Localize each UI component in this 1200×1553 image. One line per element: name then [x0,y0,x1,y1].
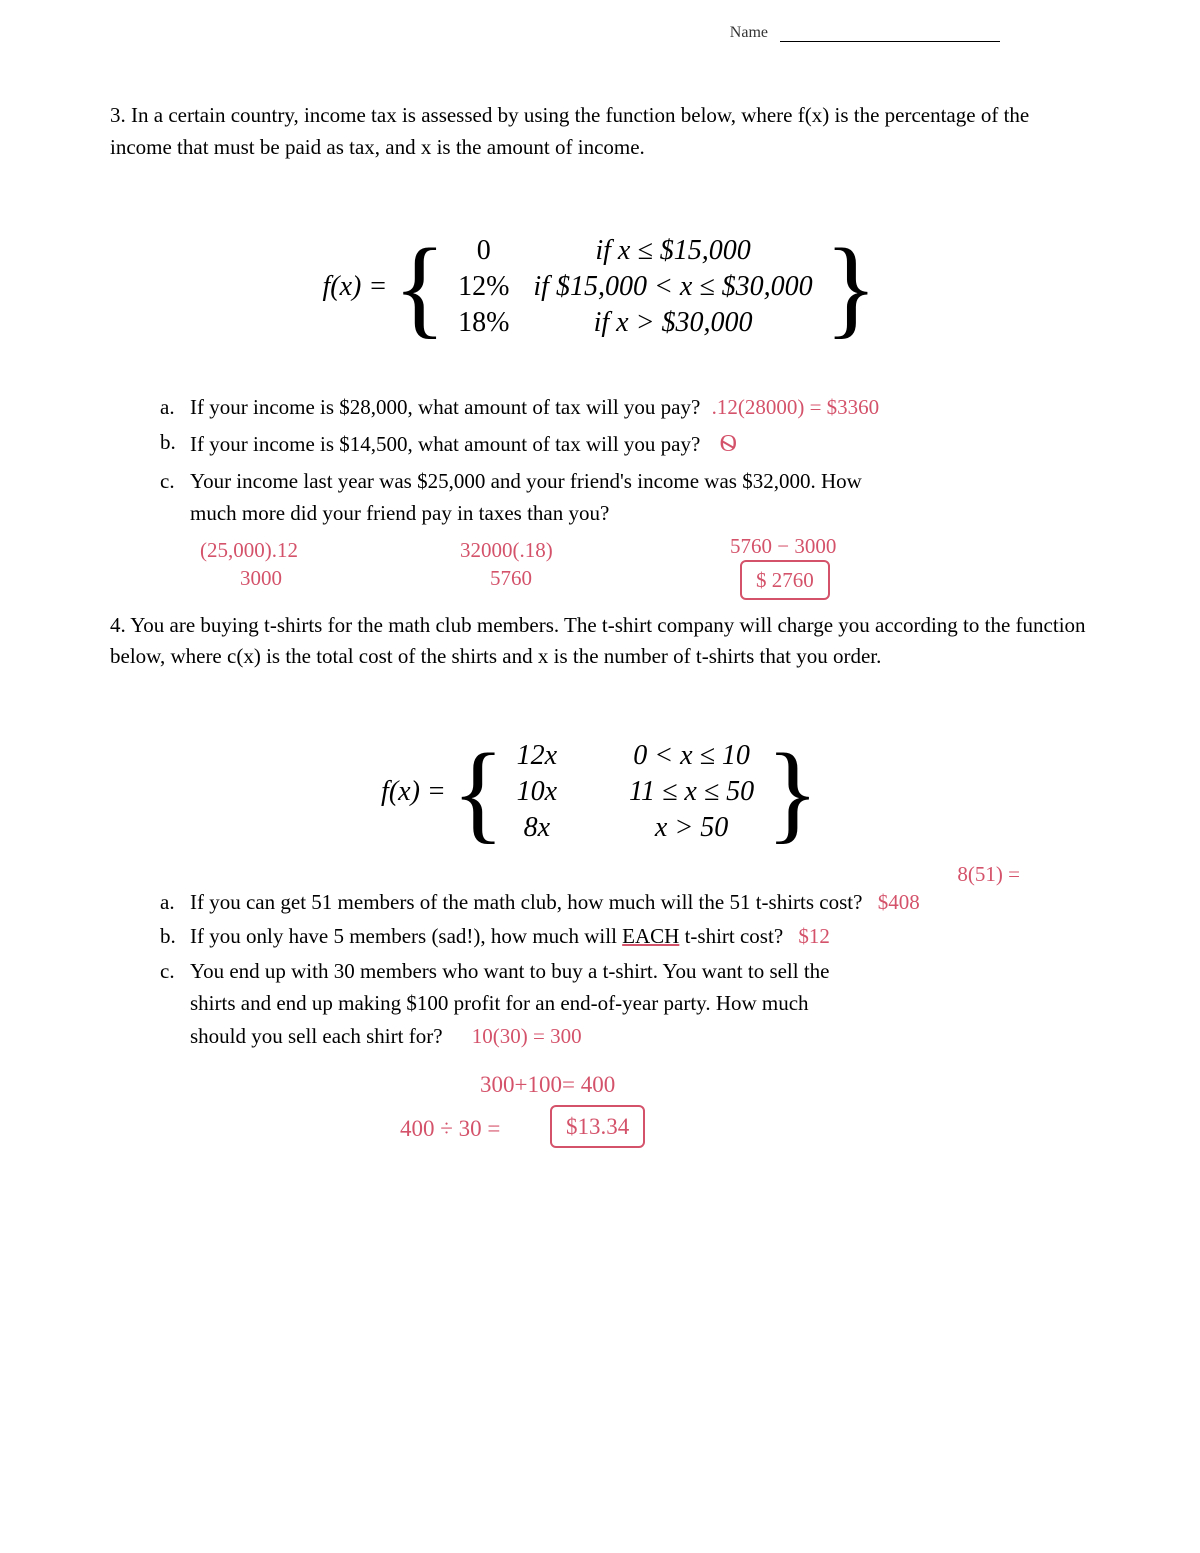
q4b-text-pre: If you only have 5 members (sad!), how m… [190,924,622,948]
q3c-work-l2: 3000 [240,562,282,595]
q3-lhs: f(x) = [323,271,388,303]
q4-sublist: 8(51) = a. If you can get 51 members of … [160,886,1090,1173]
q4-lhs: f(x) = [381,776,446,808]
q4-intro: 4. You are buying t-shirts for the math … [110,610,1090,673]
q4c-work3l: 400 ÷ 30 = [400,1111,500,1147]
name-label: Name [730,24,768,41]
q3a-work: .12(28000) = $3360 [712,395,880,419]
q4-intro-text: You are buying t-shirts for the math clu… [110,613,1086,669]
q3c-work-r1: 5760 − 3000 [730,530,836,563]
q3-case-cond: if $15,000 < x ≤ $30,000 [521,269,824,305]
q4c-text1: You end up with 30 members who want to b… [190,959,830,983]
q3a-text: If your income is $28,000, what amount o… [190,395,700,419]
q3c-text2: much more did your friend pay in taxes t… [190,501,609,525]
q3c-work-m2: 5760 [490,562,532,595]
q4b-each: EACH [622,924,679,948]
q3-case-val: 18% [446,305,521,341]
q3-number: 3. [110,103,126,127]
q4a-text: If you can get 51 members of the math cl… [190,890,862,914]
q4b-marker: b. [160,920,190,953]
q4a-work: $408 [878,890,920,914]
name-field: Name [730,24,1000,42]
q3-sublist: a. If your income is $28,000, what amoun… [160,391,1090,600]
q4b-text-post: t-shirt cost? [679,924,783,948]
q4c-text3: should you sell each shirt for? [190,1024,443,1048]
q3-cases-table: 0if x ≤ $15,000 12%if $15,000 < x ≤ $30,… [446,233,825,341]
q4c-text2: shirts and end up making $100 profit for… [190,991,809,1015]
q4b-work: $12 [798,924,830,948]
q3a-marker: a. [160,391,190,424]
q4-case-cond: 0 < x ≤ 10 [569,738,766,774]
q3c-text1: Your income last year was $25,000 and yo… [190,469,862,493]
q4-case-val: 10x [505,774,569,810]
q4-case-val: 12x [505,738,569,774]
q4c-marker: c. [160,955,190,988]
q3b-text: If your income is $14,500, what amount o… [190,432,700,456]
q3c-marker: c. [160,465,190,498]
q4-formula: f(x) = { 12x0 < x ≤ 10 10x11 ≤ x ≤ 50 8x… [110,738,1090,846]
q4-case-cond: 11 ≤ x ≤ 50 [569,774,766,810]
q4c-answer-box: $13.34 [550,1105,645,1149]
q3-intro: 3. In a certain country, income tax is a… [110,100,1090,163]
q3-case-cond: if x ≤ $15,000 [521,233,824,269]
q3b-marker: b. [160,426,190,459]
left-brace-icon: { [393,254,446,320]
q3c-answer-box: $ 2760 [740,560,830,601]
right-brace-icon: } [766,759,819,825]
q4a-marker: a. [160,886,190,919]
q3-case-val: 0 [446,233,521,269]
q3-case-val: 12% [446,269,521,305]
right-brace-icon: } [825,254,878,320]
left-brace-icon: { [452,759,505,825]
q4-case-cond: x > 50 [569,810,766,846]
q4-number: 4. [110,613,126,637]
q4-case-val: 8x [505,810,569,846]
q4c-work1: 10(30) = 300 [472,1024,582,1048]
q4-cases-table: 12x0 < x ≤ 10 10x11 ≤ x ≤ 50 8xx > 50 [505,738,767,846]
q3-intro-text: In a certain country, income tax is asse… [110,103,1029,159]
q4c-work2: 300+100= 400 [480,1067,615,1103]
q3-formula: f(x) = { 0if x ≤ $15,000 12%if $15,000 <… [110,233,1090,341]
q3b-work: O [720,426,737,463]
q3-case-cond: if x > $30,000 [521,305,824,341]
name-underline [780,41,1000,42]
